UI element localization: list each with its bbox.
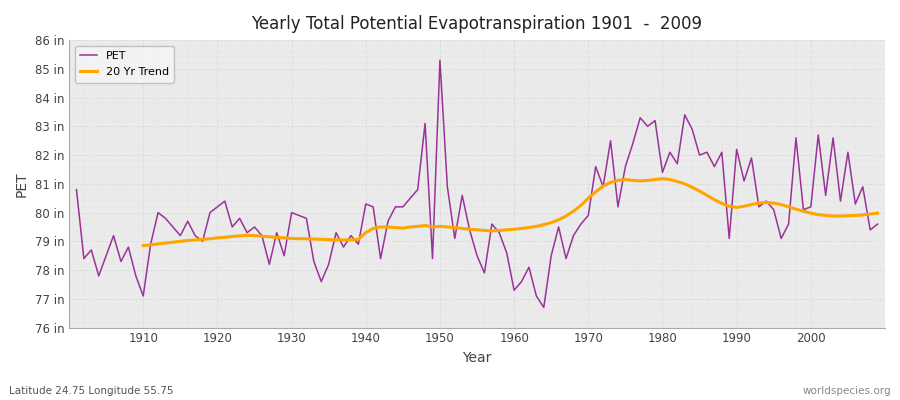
PET — [71, 187, 82, 192]
Legend: PET, 20 Yr Trend: PET, 20 Yr Trend — [75, 46, 175, 82]
Line: 20 Yr Trend: 20 Yr Trend — [143, 179, 878, 246]
20 Yr Trend — [309, 237, 320, 242]
20 Yr Trend — [842, 213, 853, 218]
PET — [130, 274, 141, 278]
X-axis label: Year: Year — [463, 351, 491, 365]
PET — [293, 213, 304, 218]
PET — [613, 204, 624, 209]
20 Yr Trend — [279, 236, 290, 240]
Text: Latitude 24.75 Longitude 55.75: Latitude 24.75 Longitude 55.75 — [9, 386, 174, 396]
20 Yr Trend — [820, 213, 831, 218]
Text: worldspecies.org: worldspecies.org — [803, 386, 891, 396]
Line: PET: PET — [76, 60, 878, 308]
PET — [516, 279, 526, 284]
Title: Yearly Total Potential Evapotranspiration 1901  -  2009: Yearly Total Potential Evapotranspiratio… — [251, 15, 703, 33]
PET — [508, 288, 519, 293]
PET — [435, 58, 446, 63]
20 Yr Trend — [872, 211, 883, 216]
20 Yr Trend — [516, 226, 526, 231]
PET — [538, 305, 549, 310]
20 Yr Trend — [657, 176, 668, 181]
20 Yr Trend — [138, 243, 148, 248]
20 Yr Trend — [575, 203, 586, 208]
PET — [338, 245, 349, 250]
Y-axis label: PET: PET — [15, 171, 29, 197]
PET — [872, 222, 883, 226]
